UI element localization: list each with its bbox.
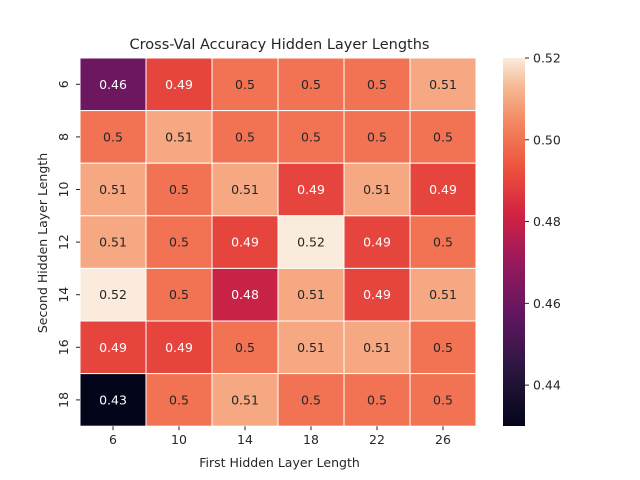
x-tick-label: 26 xyxy=(435,432,451,447)
heatmap-cell xyxy=(409,267,477,322)
heatmap-cell xyxy=(79,320,147,375)
cell-value-label: 0.5 xyxy=(235,340,255,355)
cell-value-label: 0.51 xyxy=(99,235,127,250)
cell-value-label: 0.5 xyxy=(367,392,387,407)
y-tick-label: 16 xyxy=(56,339,71,355)
heatmap-cell xyxy=(211,57,279,112)
chart-title: Cross-Val Accuracy Hidden Layer Lengths xyxy=(130,37,430,53)
heatmap-cells xyxy=(79,57,477,427)
colorbar-tick-label: 0.48 xyxy=(533,214,561,229)
y-tick-label: 8 xyxy=(56,133,71,141)
cell-value-label: 0.49 xyxy=(99,340,127,355)
heatmap-cell-labels: 0.46 0.49 0.5 0.5 0.5 0.51 0.5 0.51 0.5 0.5 0.5 0.5… xyxy=(99,77,457,408)
cell-value-label: 0.51 xyxy=(363,182,391,197)
heatmap-cell xyxy=(343,215,411,269)
heatmap-cell xyxy=(277,215,345,269)
heatmap-cell xyxy=(145,162,213,217)
cell-value-label: 0.51 xyxy=(231,182,259,197)
heatmap-cell xyxy=(145,57,213,112)
cell-value-label: 0.5 xyxy=(433,340,453,355)
y-axis: 6 8 10 12 14 16 18 xyxy=(56,80,80,408)
cell-value-label: 0.5 xyxy=(169,235,189,250)
cell-value-label: 0.49 xyxy=(363,235,391,250)
heatmap-cell xyxy=(409,320,477,375)
heatmap-cell xyxy=(211,267,279,322)
cell-value-label: 0.49 xyxy=(165,340,193,355)
y-tick-label: 6 xyxy=(56,80,71,88)
cell-value-label: 0.51 xyxy=(429,77,457,92)
x-axis: 6 10 14 18 22 26 xyxy=(109,426,451,447)
heatmap-cell xyxy=(343,162,411,217)
cell-value-label: 0.52 xyxy=(99,287,127,302)
cell-value-label: 0.51 xyxy=(363,340,391,355)
y-tick-label: 10 xyxy=(56,182,71,198)
cell-value-label: 0.5 xyxy=(301,129,321,144)
cell-value-label: 0.5 xyxy=(169,392,189,407)
heatmap-cell xyxy=(145,110,213,164)
colorbar-tick-label: 0.52 xyxy=(533,51,561,66)
cell-value-label: 0.51 xyxy=(99,182,127,197)
heatmap-cell xyxy=(79,57,147,112)
heatmap-cell xyxy=(145,215,213,269)
y-axis-label: Second Hidden Layer Length xyxy=(35,153,50,333)
cell-value-label: 0.5 xyxy=(367,77,387,92)
colorbar-tick-label: 0.46 xyxy=(533,296,561,311)
y-tick-label: 18 xyxy=(56,392,71,408)
heatmap-cell xyxy=(79,215,147,269)
heatmap-cell xyxy=(277,162,345,217)
cell-value-label: 0.52 xyxy=(297,235,325,250)
x-tick-label: 22 xyxy=(369,432,385,447)
cell-value-label: 0.49 xyxy=(429,182,457,197)
heatmap-cell xyxy=(277,373,345,427)
heatmap-cell xyxy=(277,267,345,322)
cell-value-label: 0.49 xyxy=(231,235,259,250)
cell-value-label: 0.43 xyxy=(99,392,127,407)
x-tick-label: 10 xyxy=(171,432,187,447)
cell-value-label: 0.5 xyxy=(169,182,189,197)
cell-value-label: 0.5 xyxy=(235,77,255,92)
x-tick-label: 18 xyxy=(303,432,319,447)
cell-value-label: 0.51 xyxy=(297,287,325,302)
cell-value-label: 0.46 xyxy=(99,77,127,92)
cell-value-label: 0.5 xyxy=(169,287,189,302)
cell-value-label: 0.5 xyxy=(433,392,453,407)
y-tick-label: 12 xyxy=(56,234,71,250)
cell-value-label: 0.51 xyxy=(297,340,325,355)
x-axis-label: First Hidden Layer Length xyxy=(199,455,360,470)
colorbar-tick-label: 0.50 xyxy=(533,132,561,147)
heatmap-cell xyxy=(343,267,411,322)
cell-value-label: 0.48 xyxy=(231,287,259,302)
colorbar-gradient xyxy=(503,58,525,426)
cell-value-label: 0.5 xyxy=(433,235,453,250)
y-tick-label: 14 xyxy=(56,287,71,303)
cell-value-label: 0.5 xyxy=(235,129,255,144)
heatmap-cell xyxy=(277,110,345,164)
cell-value-label: 0.5 xyxy=(301,77,321,92)
heatmap-cell xyxy=(409,162,477,217)
heatmap-cell xyxy=(409,215,477,269)
colorbar-ticks: 0.44 0.46 0.48 0.50 0.52 xyxy=(525,51,561,393)
cell-value-label: 0.49 xyxy=(297,182,325,197)
cell-value-label: 0.5 xyxy=(433,129,453,144)
cell-value-label: 0.51 xyxy=(429,287,457,302)
heatmap-cell xyxy=(79,267,147,322)
cell-value-label: 0.5 xyxy=(301,392,321,407)
x-tick-label: 6 xyxy=(109,432,117,447)
heatmap-cell xyxy=(409,110,477,164)
heatmap-cell xyxy=(79,373,147,427)
heatmap-cell xyxy=(211,215,279,269)
heatmap-cell xyxy=(409,373,477,427)
cell-value-label: 0.51 xyxy=(231,392,259,407)
heatmap-cell xyxy=(409,57,477,112)
cell-value-label: 0.49 xyxy=(165,77,193,92)
heatmap-cell xyxy=(211,373,279,427)
cell-value-label: 0.5 xyxy=(103,129,123,144)
x-tick-label: 14 xyxy=(237,432,253,447)
cell-value-label: 0.51 xyxy=(165,129,193,144)
cell-value-label: 0.5 xyxy=(367,129,387,144)
cell-value-label: 0.49 xyxy=(363,287,391,302)
colorbar-tick-label: 0.44 xyxy=(533,378,561,393)
colorbar: 0.44 0.46 0.48 0.50 0.52 xyxy=(503,51,561,426)
